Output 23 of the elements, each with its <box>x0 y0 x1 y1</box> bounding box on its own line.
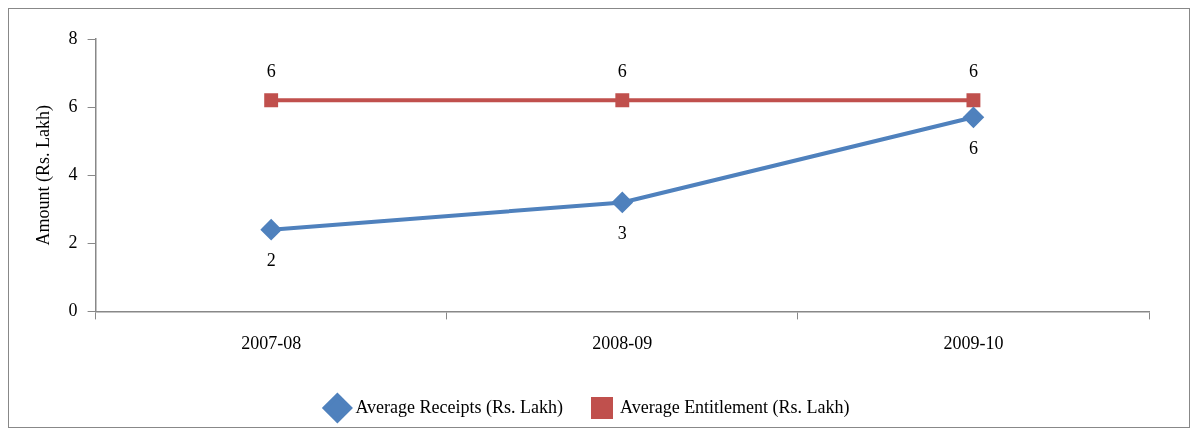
y-axis-title: Amount (Rs. Lakh) <box>32 104 54 246</box>
point <box>612 192 633 213</box>
x-tick-label: 2007-08 <box>241 332 302 353</box>
point <box>615 93 630 108</box>
data-label: 6 <box>266 61 276 82</box>
y-tick-label: 2 <box>68 232 78 253</box>
data-label: 6 <box>968 61 978 82</box>
data-label: 2 <box>266 250 276 271</box>
data-label: 3 <box>617 223 627 244</box>
x-tick-label: 2008-09 <box>592 332 653 353</box>
data-label: 6 <box>968 138 978 159</box>
legend-label: Average Receipts (Rs. Lakh) <box>355 396 564 418</box>
data-label: 6 <box>617 61 627 82</box>
point <box>261 219 282 240</box>
x-tick-label: 2009-10 <box>943 332 1004 353</box>
y-tick-label: 0 <box>68 300 78 321</box>
y-tick-label: 4 <box>68 163 78 184</box>
y-tick-label: 8 <box>68 27 78 48</box>
y-tick-label: 6 <box>68 95 78 116</box>
point <box>963 107 984 128</box>
legend-label: Average Entitlement (Rs. Lakh) <box>620 396 850 418</box>
point <box>264 93 279 108</box>
point <box>966 93 981 108</box>
